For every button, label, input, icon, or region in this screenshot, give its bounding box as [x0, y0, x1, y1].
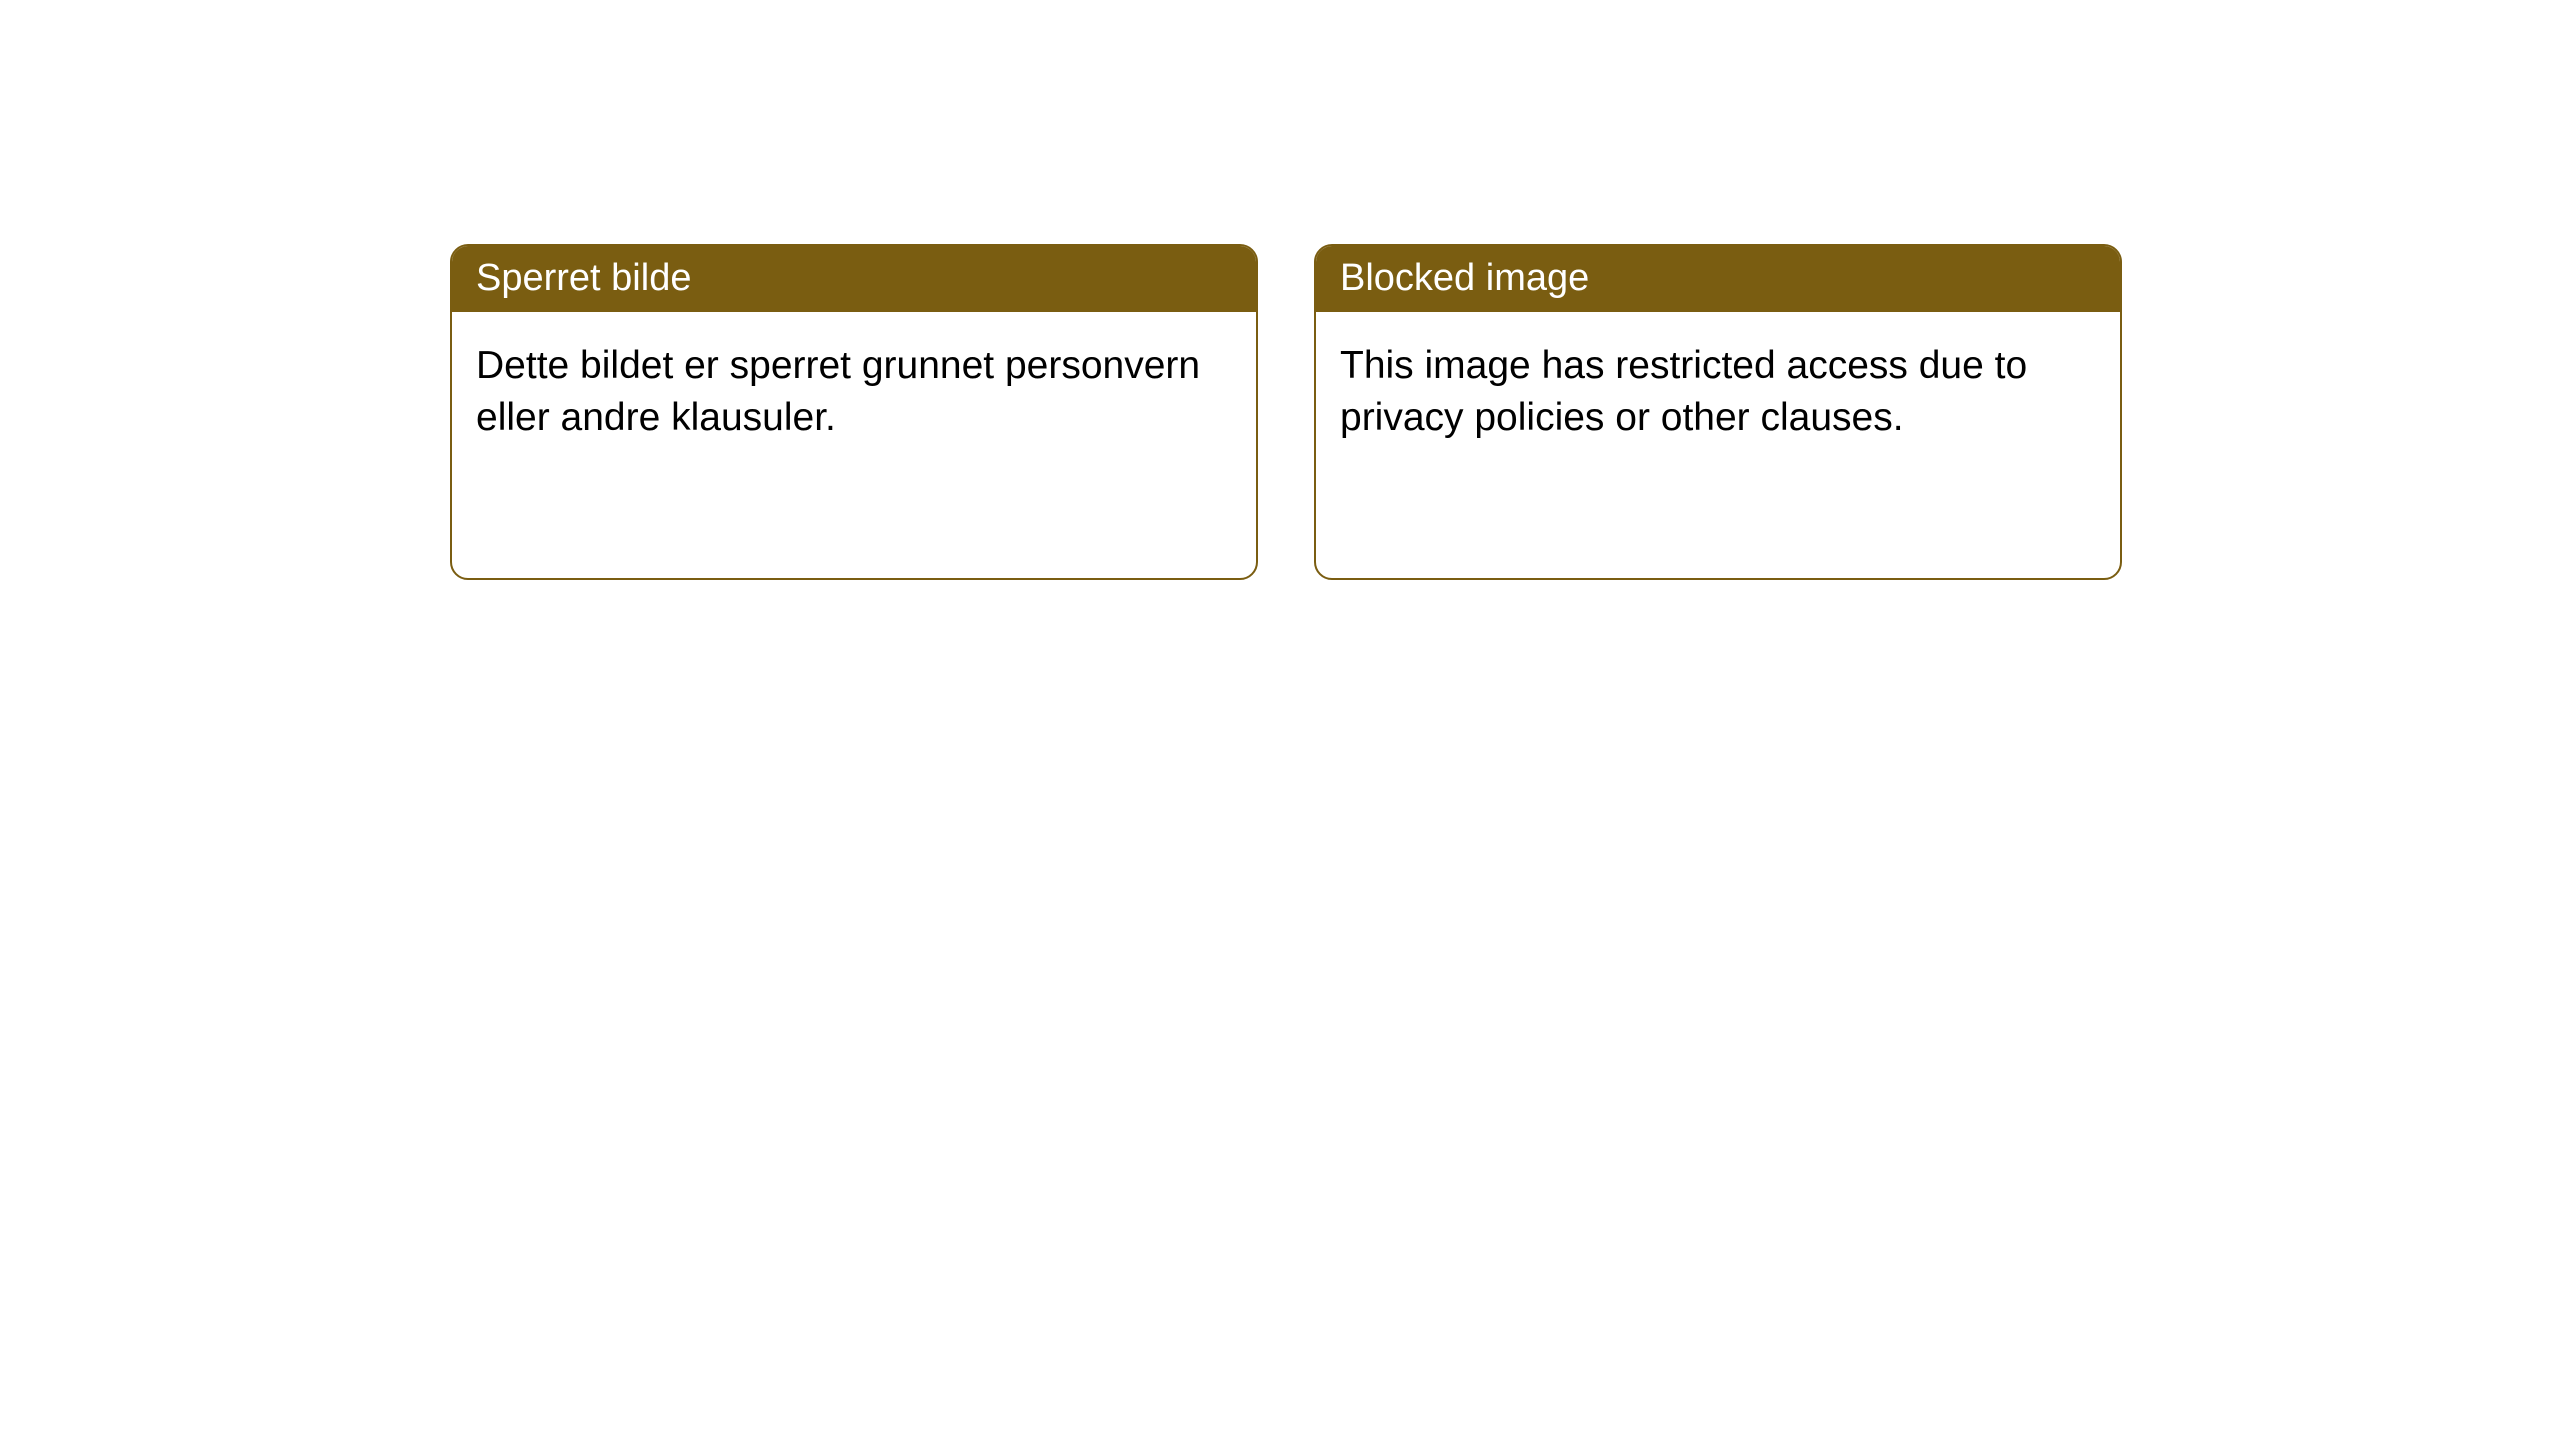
- card-body: Dette bildet er sperret grunnet personve…: [452, 312, 1256, 473]
- card-body-text: Dette bildet er sperret grunnet personve…: [476, 344, 1200, 440]
- card-header: Blocked image: [1316, 246, 2120, 312]
- card-title: Sperret bilde: [476, 257, 691, 299]
- card-header: Sperret bilde: [452, 246, 1256, 312]
- card-title: Blocked image: [1340, 257, 1589, 299]
- blocked-image-card-en: Blocked image This image has restricted …: [1314, 244, 2122, 580]
- notice-container: Sperret bilde Dette bildet er sperret gr…: [0, 0, 2560, 580]
- card-body: This image has restricted access due to …: [1316, 312, 2120, 473]
- card-body-text: This image has restricted access due to …: [1340, 344, 2027, 440]
- blocked-image-card-no: Sperret bilde Dette bildet er sperret gr…: [450, 244, 1258, 580]
